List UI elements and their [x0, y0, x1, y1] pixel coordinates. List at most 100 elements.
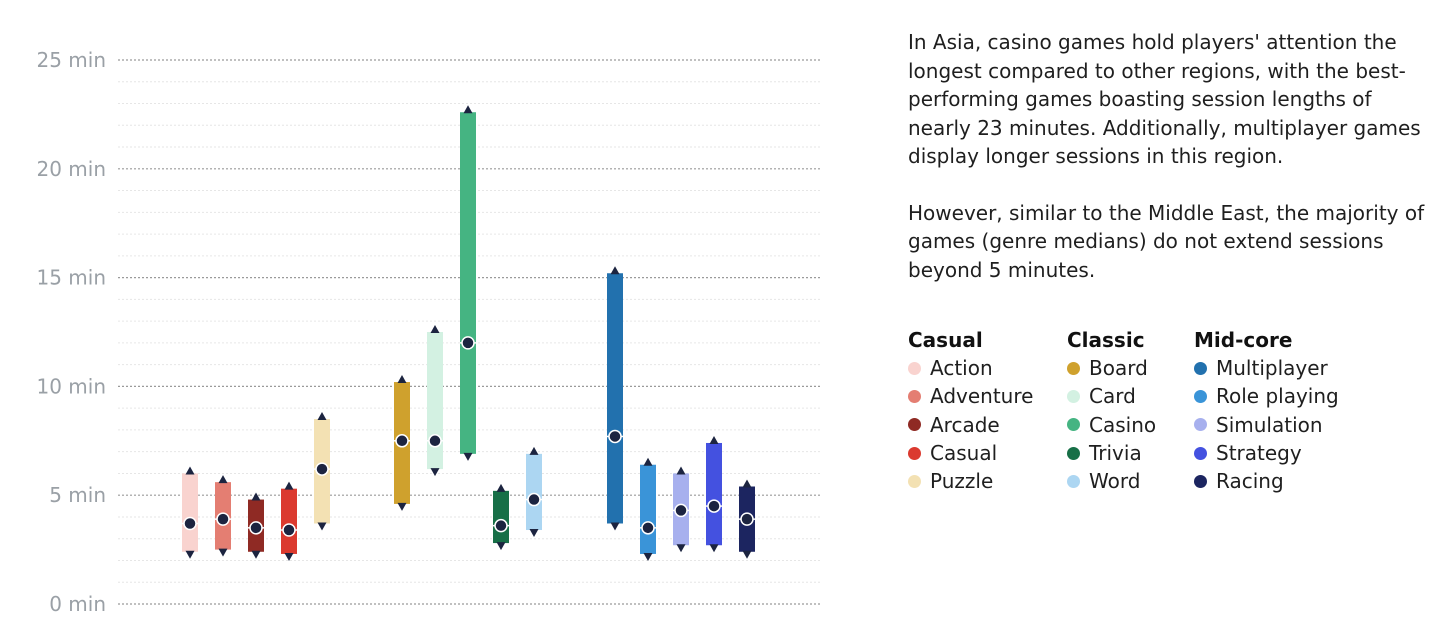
range-bar-adventure [215, 475, 231, 557]
legend-item: Racing [1194, 467, 1339, 495]
legend-group-casual: Casual Action Adventure Arcade Casual Puzzle [908, 326, 1033, 495]
legend-group-mid-core: Mid-core Multiplayer Role playing Simulatio… [1194, 326, 1339, 495]
range-bar-body [706, 442, 722, 546]
y-axis-ticks: 25 min 20 min 15 min 10 min 5 min 0 min [36, 48, 106, 616]
median-marker [249, 521, 263, 535]
range-bar-trivia [493, 483, 509, 551]
legend-item: Casino [1067, 411, 1156, 439]
max-marker [610, 266, 620, 275]
legend-swatch [1194, 474, 1207, 488]
description: In Asia, casino games hold players' atte… [908, 28, 1428, 312]
legend-label: Trivia [1089, 440, 1142, 465]
min-marker [185, 550, 195, 559]
legend-label: Strategy [1216, 440, 1302, 465]
legend-item: Strategy [1194, 439, 1339, 467]
min-marker [742, 550, 752, 559]
chart-gridlines [118, 59, 820, 605]
range-bar-body [281, 488, 297, 554]
min-marker [430, 468, 440, 477]
range-bar-role-playing [640, 457, 656, 561]
legend-item: Multiplayer [1194, 354, 1339, 382]
legend-label: Card [1089, 384, 1136, 409]
max-marker [742, 479, 752, 488]
legend-label: Racing [1216, 469, 1284, 494]
range-bar-body [640, 464, 656, 554]
min-marker [463, 452, 473, 461]
y-tick-label: 15 min [36, 266, 106, 290]
max-marker [463, 105, 473, 114]
legend-item: Card [1067, 382, 1156, 410]
legend-label: Simulation [1216, 412, 1323, 437]
legend-label: Word [1089, 469, 1141, 494]
max-marker [430, 325, 440, 333]
range-bar-body [526, 453, 542, 531]
median-marker [216, 512, 230, 526]
legend-label: Puzzle [930, 469, 994, 494]
max-marker [185, 466, 195, 475]
range-bar-body [427, 332, 443, 470]
range-bar-casual [281, 481, 297, 561]
min-marker [709, 544, 719, 553]
legend-swatch [908, 418, 921, 432]
legend-swatch [908, 389, 921, 403]
range-bar-body [182, 473, 198, 552]
legend-item: Word [1067, 467, 1156, 495]
median-marker [740, 512, 754, 526]
y-tick-label: 5 min [49, 483, 106, 507]
max-marker [397, 375, 407, 384]
min-marker [610, 522, 620, 531]
median-marker [428, 434, 442, 448]
legend-item: Action [908, 354, 1033, 382]
legend-swatch [908, 446, 921, 460]
range-bar-word [526, 446, 542, 538]
range-bar-arcade [248, 492, 264, 559]
legend-label: Casual [930, 440, 998, 465]
legend-item: Trivia [1067, 439, 1156, 467]
legend-label: Board [1089, 356, 1148, 380]
max-marker [317, 412, 327, 421]
median-marker [527, 492, 541, 507]
median-marker [461, 336, 475, 350]
median-marker [315, 462, 329, 476]
median-marker [183, 516, 197, 531]
y-tick-label: 0 min [49, 592, 106, 616]
legend-group-classic: Classic Board Card Casino Trivia Word [1067, 326, 1156, 495]
legend-group-title: Mid-core [1194, 328, 1293, 352]
max-marker [284, 481, 294, 490]
legend-item: Arcade [908, 411, 1033, 439]
max-marker [643, 457, 653, 466]
legend-item: Board [1067, 354, 1156, 382]
legend-label: Multiplayer [1216, 356, 1328, 380]
range-bar-multiplayer [607, 266, 623, 531]
range-bar-racing [739, 479, 755, 559]
legend-swatch [1194, 361, 1207, 375]
legend-item: Puzzle [908, 467, 1033, 495]
legend-swatch [1194, 389, 1207, 403]
range-bar-body [460, 112, 476, 454]
max-marker [251, 492, 261, 501]
legend-swatch [1194, 418, 1207, 432]
max-marker [529, 446, 539, 455]
legend-label: Action [930, 356, 993, 380]
median-marker [674, 503, 688, 518]
max-marker [218, 475, 228, 484]
legend-swatch [1067, 361, 1080, 375]
median-marker [608, 429, 622, 444]
min-marker [496, 542, 506, 551]
min-marker [218, 548, 228, 557]
legend-item: Role playing [1194, 382, 1339, 410]
legend-item: Adventure [908, 382, 1033, 410]
max-marker [676, 466, 686, 475]
legend-swatch [1067, 474, 1080, 488]
median-marker [395, 434, 409, 448]
y-tick-label: 25 min [36, 48, 106, 72]
range-bar-board [394, 375, 410, 511]
min-marker [643, 552, 653, 561]
legend-group-title: Classic [1067, 328, 1145, 352]
y-tick-label: 10 min [36, 374, 106, 398]
range-bar-body [607, 273, 623, 524]
legend-swatch [908, 474, 921, 488]
range-bar-card [427, 325, 443, 477]
min-marker [251, 550, 261, 559]
legend-label: Role playing [1216, 384, 1339, 409]
